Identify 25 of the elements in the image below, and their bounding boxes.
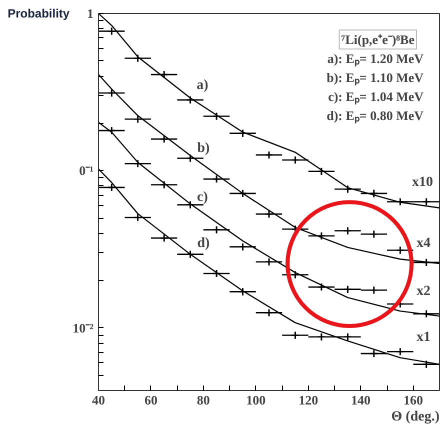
x-tick-label: 120 bbox=[298, 392, 318, 408]
x-axis-title: Θ (deg.) bbox=[391, 410, 440, 424]
x-tick-label: 40 bbox=[92, 392, 105, 408]
annotation: c): Eₚ= 1.04 MeV bbox=[328, 89, 424, 105]
y-axis-title: Probability bbox=[8, 6, 70, 20]
y-tick-label: 0⁻¹ bbox=[79, 163, 94, 178]
annotation: ⁷Li(p,e⁺e⁻)⁸Be bbox=[341, 32, 415, 47]
annotation: x1 bbox=[416, 330, 430, 345]
annotation: d) bbox=[197, 236, 210, 251]
y-tick-label: 1 bbox=[87, 6, 94, 21]
annotation: a) bbox=[196, 78, 209, 93]
annotation: b) bbox=[197, 141, 210, 156]
x-tick-label: 140 bbox=[351, 392, 371, 408]
annotation: b): Eₚ= 1.10 MeV bbox=[326, 70, 424, 86]
annotation: d): Eₚ= 0.80 MeV bbox=[326, 108, 424, 124]
annotation: c) bbox=[197, 190, 208, 205]
x-tick-label: 80 bbox=[196, 392, 210, 408]
x-tick-label: 160 bbox=[404, 392, 424, 408]
y-tick-label: 10⁻² bbox=[72, 320, 94, 336]
annotation: x2 bbox=[416, 284, 430, 299]
annotation: x10 bbox=[412, 175, 433, 190]
annotation: a): Eₚ= 1.20 MeV bbox=[327, 51, 424, 67]
x-tick-label: 100 bbox=[246, 392, 266, 408]
x-tick-label: 60 bbox=[144, 392, 158, 408]
annotation: x4 bbox=[416, 236, 430, 251]
